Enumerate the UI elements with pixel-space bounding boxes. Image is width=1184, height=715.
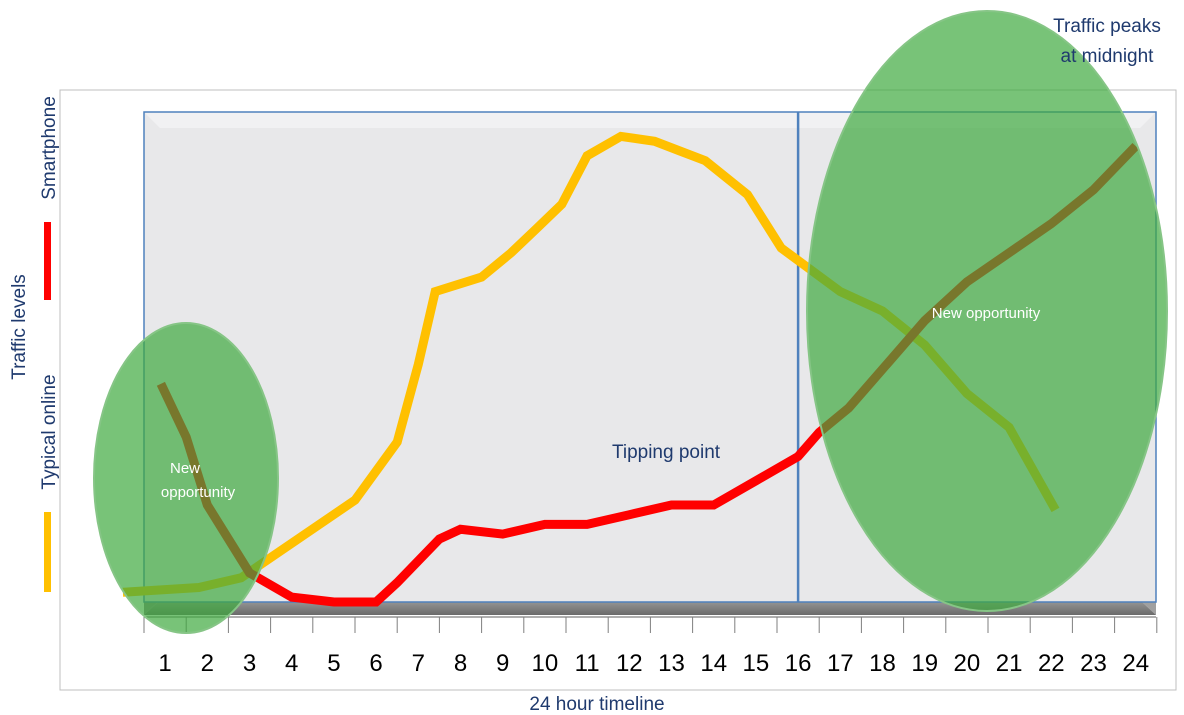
x-tick-label: 18 [869, 650, 896, 677]
x-tick-label: 22 [1038, 650, 1065, 677]
x-tick-label: 19 [911, 650, 938, 677]
legend-label-typical-online: Typical online [39, 374, 60, 489]
x-tick-label: 12 [616, 650, 643, 677]
x-tick-label: 20 [954, 650, 981, 677]
right-opportunity-ellipse [806, 10, 1168, 612]
legend-swatch-typical-online [44, 512, 51, 592]
traffic-peak-label-line2: at midnight [1061, 46, 1155, 67]
legend-swatch-smartphone [44, 222, 51, 300]
y-axis-title: Traffic levels [9, 274, 30, 380]
x-tick-label: 17 [827, 650, 854, 677]
x-tick-label: 11 [575, 650, 600, 677]
x-tick-label: 13 [658, 650, 685, 677]
x-tick-label: 16 [785, 650, 812, 677]
x-tick-label: 9 [496, 650, 509, 677]
plot-floor [144, 600, 1156, 615]
x-tick-label: 14 [700, 650, 727, 677]
x-tick-label: 24 [1122, 650, 1149, 677]
x-tick-label: 7 [412, 650, 425, 677]
x-tick-label: 15 [743, 650, 770, 677]
x-tick-label: 10 [532, 650, 559, 677]
x-tick-label: 6 [369, 650, 382, 677]
x-tick-label: 3 [243, 650, 256, 677]
legend-label-smartphone: Smartphone [39, 96, 60, 200]
x-tick-label: 23 [1080, 650, 1107, 677]
left-opportunity-ellipse [93, 322, 279, 634]
x-tick-label: 1 [158, 650, 171, 677]
new-opportunity-left-line2: opportunity [161, 484, 236, 501]
chart-frame [59, 89, 1177, 691]
x-tick-label: 4 [285, 650, 298, 677]
x-tick-labels: 1 2 3 4 5 6 7 8 9 10 11 12 13 14 15 16 17 18 19 20 21 22 23 24 [158, 650, 1149, 677]
x-axis-title: 24 hour timeline [529, 694, 664, 715]
x-tick-label: 5 [327, 650, 340, 677]
x-axis-ticks [143, 617, 1158, 633]
traffic-peak-label-line1: Traffic peaks [1053, 16, 1161, 37]
tipping-point-label: Tipping point [612, 442, 721, 463]
x-tick-label: 21 [996, 650, 1023, 677]
x-tick-label: 2 [201, 650, 214, 677]
new-opportunity-right-label: New opportunity [932, 305, 1041, 322]
x-tick-label: 8 [454, 650, 467, 677]
new-opportunity-left-line1: New [170, 460, 200, 477]
